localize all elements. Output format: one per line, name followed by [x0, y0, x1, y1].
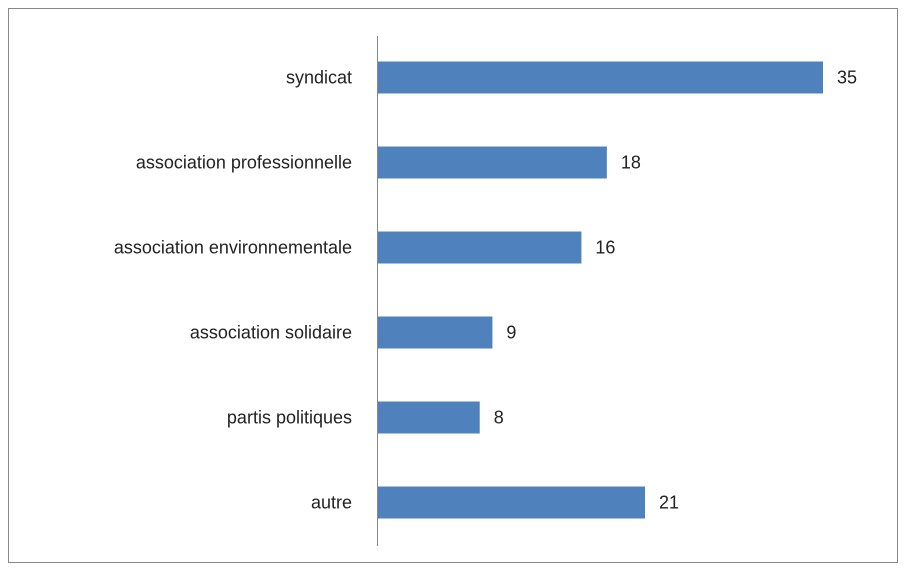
bar — [378, 61, 823, 94]
y-tick-label: association solidaire — [190, 322, 352, 342]
y-tick-label: partis politiques — [227, 407, 352, 427]
bar — [378, 231, 582, 264]
y-tick-label: association environnementale — [114, 237, 352, 257]
bar — [378, 146, 607, 179]
y-tick-label: autre — [311, 492, 352, 512]
data-label: 16 — [595, 237, 615, 257]
bar — [378, 486, 645, 519]
chart-border — [8, 8, 898, 563]
y-tick-label: association professionnelle — [136, 152, 352, 172]
data-label: 21 — [659, 492, 679, 512]
data-label: 8 — [494, 407, 504, 427]
data-label: 35 — [837, 67, 857, 87]
data-label: 9 — [506, 322, 516, 342]
bar — [378, 401, 480, 434]
bar — [378, 316, 493, 349]
y-tick-label: syndicat — [286, 67, 352, 87]
data-label: 18 — [621, 152, 641, 172]
